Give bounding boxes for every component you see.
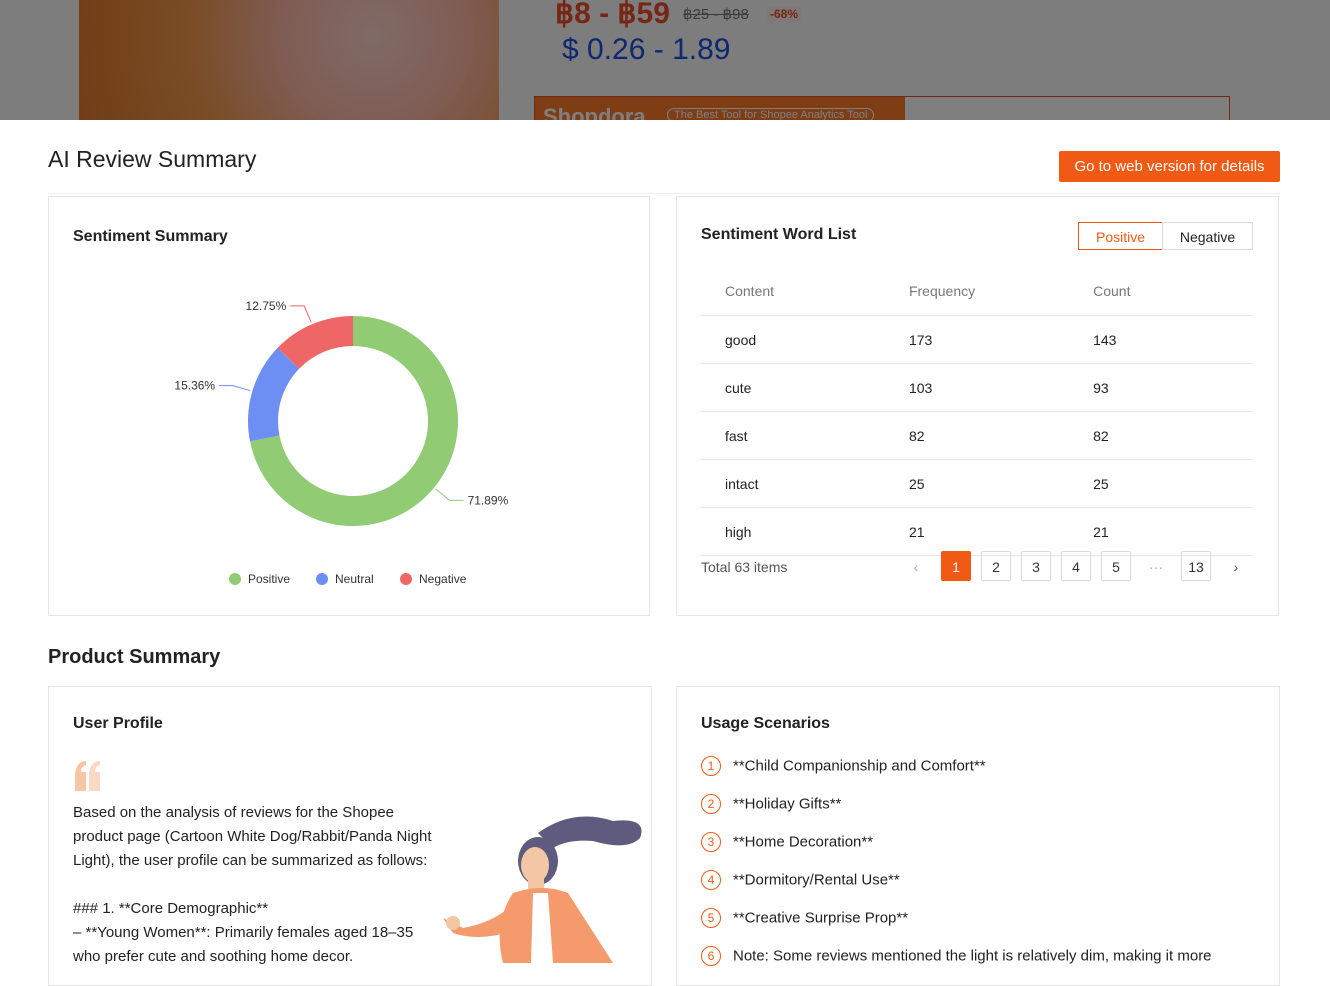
usage-item: 2 **Holiday Gifts**	[701, 794, 841, 814]
profile-paragraph: Based on the analysis of reviews for the…	[73, 804, 432, 869]
product-background: ฿8 - ฿59 ฿25 - ฿98 -68% $ 0.26 - 1.89 Sh…	[0, 0, 1330, 120]
column-header: Count	[1069, 267, 1253, 316]
table-cell: 82	[1069, 411, 1253, 460]
table-row: high 21 21	[701, 507, 1253, 556]
tab-positive[interactable]: Positive	[1078, 222, 1163, 250]
legend-swatch	[316, 573, 328, 585]
profile-paragraph: – **Young Women**: Primarily females age…	[73, 924, 414, 965]
section-title: Product Summary	[48, 646, 221, 668]
page-button[interactable]: 13	[1181, 551, 1211, 581]
data-label: 15.36%	[174, 379, 215, 393]
word-list-card: Sentiment Word List Content Frequency Coun…	[676, 196, 1279, 616]
item-number: 2	[701, 794, 721, 814]
legend-label[interactable]: Positive	[248, 572, 290, 586]
item-number: 4	[701, 870, 721, 890]
web-version-button[interactable]: Go to web version for details	[1059, 151, 1280, 182]
column-header: Content	[701, 267, 885, 316]
usage-item: 6 Note: Some reviews mentioned the light …	[701, 946, 1212, 966]
donut-chart: 71.89% 15.36% 12.75% Positive Neutral Negativ…	[174, 299, 509, 586]
data-label: 71.89%	[468, 493, 509, 507]
donut-segment	[277, 316, 353, 369]
leader-line	[219, 385, 251, 392]
usage-item: 3 **Home Decoration**	[701, 832, 873, 852]
table-cell: 173	[884, 315, 1070, 364]
table-cell: 25	[1069, 459, 1253, 508]
page-button[interactable]: 3	[1021, 551, 1051, 581]
table-cell: 93	[1069, 363, 1253, 412]
item-text: **Dormitory/Rental Use**	[733, 871, 900, 889]
legend-swatch	[400, 573, 412, 585]
leader-line	[435, 488, 464, 501]
panel-title: AI Review Summary	[48, 146, 257, 172]
sentiment-summary-card: Sentiment Summary	[48, 196, 650, 616]
table-cell: 25	[884, 459, 1070, 508]
card-title: User Profile	[73, 715, 163, 732]
page-button[interactable]: 1	[941, 551, 971, 581]
table-cell: 21	[884, 507, 1070, 556]
table-row: intact 25 25	[701, 459, 1253, 508]
divider	[48, 193, 1280, 194]
total-items: Total 63 items	[701, 559, 788, 575]
page-button[interactable]: 2	[981, 551, 1011, 581]
card-title: Sentiment Word List	[701, 226, 857, 243]
page-button[interactable]: 5	[1101, 551, 1131, 581]
tab-negative[interactable]: Negative	[1162, 222, 1253, 250]
usage-item: 5 **Creative Surprise Prop**	[701, 908, 908, 928]
overlay[interactable]	[0, 0, 1330, 120]
legend-label[interactable]: Neutral	[335, 572, 374, 586]
usage-item: 4 **Dormitory/Rental Use**	[701, 870, 900, 890]
table-cell: 103	[884, 363, 1070, 412]
next-page[interactable]: ›	[1233, 559, 1239, 575]
table-row: fast 82 82	[701, 411, 1253, 460]
item-text: **Creative Surprise Prop**	[733, 909, 909, 927]
card-title: Usage Scenarios	[701, 715, 830, 732]
legend-label[interactable]: Negative	[419, 572, 467, 586]
illustration	[443, 816, 642, 963]
item-text: **Holiday Gifts**	[733, 795, 842, 813]
page-button[interactable]: ···	[1149, 559, 1163, 575]
table-cell: fast	[701, 411, 885, 460]
item-text: **Child Companionship and Comfort**	[733, 757, 986, 775]
table-cell: 82	[884, 411, 1070, 460]
table-cell: cute	[701, 363, 885, 412]
profile-text: Based on the analysis of reviews for the…	[73, 801, 443, 969]
table-cell: 143	[1069, 315, 1253, 364]
table-cell: intact	[701, 459, 885, 508]
column-header: Frequency	[884, 267, 1070, 316]
legend-swatch	[229, 573, 241, 585]
table-cell: 21	[1069, 507, 1253, 556]
item-text: **Home Decoration**	[733, 833, 874, 851]
table-row: good 173 143	[701, 315, 1253, 364]
page-button[interactable]: 4	[1061, 551, 1091, 581]
item-number: 6	[701, 946, 721, 966]
leader-line	[290, 305, 312, 323]
donut-segment	[248, 347, 300, 442]
item-number: 5	[701, 908, 721, 928]
word-table: Content Frequency Count good 173 143 cute 103 9…	[701, 267, 1253, 556]
item-text: Note: Some reviews mentioned the light i…	[733, 947, 1212, 965]
usage-scenarios-card: Usage Scenarios	[676, 686, 1280, 986]
item-number: 3	[701, 832, 721, 852]
table-cell: good	[701, 315, 885, 364]
prev-page[interactable]: ‹	[913, 559, 919, 575]
card-title: Sentiment Summary	[73, 228, 228, 245]
data-label: 12.75%	[246, 299, 287, 313]
usage-item: 1 **Child Companionship and Comfort**	[701, 756, 986, 776]
profile-paragraph: ### 1. **Core Demographic**	[73, 900, 269, 917]
item-number: 1	[701, 756, 721, 776]
table-row: cute 103 93	[701, 363, 1253, 412]
table-cell: high	[701, 507, 885, 556]
quote-icon	[75, 761, 100, 791]
